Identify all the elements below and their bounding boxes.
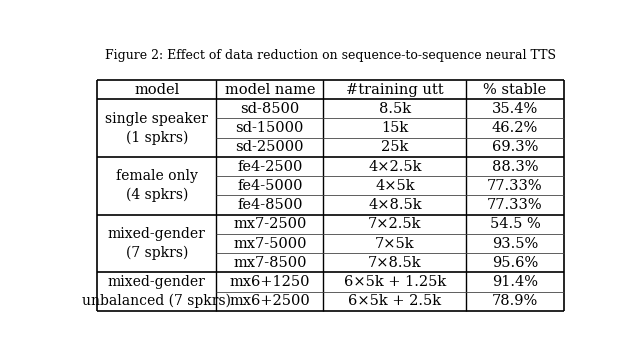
Text: 77.33%: 77.33% [487, 179, 543, 193]
Text: 54.5 %: 54.5 % [490, 217, 540, 231]
Text: 7×8.5k: 7×8.5k [368, 256, 422, 270]
Text: Figure 2: Effect of data reduction on sequence-to-sequence neural TTS: Figure 2: Effect of data reduction on se… [105, 49, 556, 62]
Text: fe4-2500: fe4-2500 [237, 160, 303, 174]
Text: 88.3%: 88.3% [492, 160, 538, 174]
Text: single speaker
(1 spkrs): single speaker (1 spkrs) [106, 112, 208, 145]
Text: fe4-8500: fe4-8500 [237, 198, 303, 212]
Text: 8.5k: 8.5k [379, 102, 411, 116]
Text: #training utt: #training utt [346, 82, 444, 97]
Text: 7×5k: 7×5k [375, 236, 415, 251]
Text: mx6+1250: mx6+1250 [230, 275, 310, 289]
Text: female only
(4 spkrs): female only (4 spkrs) [116, 169, 198, 202]
Text: mx7-5000: mx7-5000 [233, 236, 307, 251]
Text: 78.9%: 78.9% [492, 294, 538, 308]
Text: 6×5k + 1.25k: 6×5k + 1.25k [344, 275, 446, 289]
Text: mx7-8500: mx7-8500 [233, 256, 307, 270]
Text: 95.6%: 95.6% [492, 256, 538, 270]
Text: fe4-5000: fe4-5000 [237, 179, 303, 193]
Text: 15k: 15k [381, 121, 408, 135]
Text: mx7-2500: mx7-2500 [233, 217, 307, 231]
Text: mx6+2500: mx6+2500 [229, 294, 310, 308]
Text: model name: model name [225, 82, 315, 97]
Text: 6×5k + 2.5k: 6×5k + 2.5k [348, 294, 442, 308]
Text: mixed-gender
unbalanced (7 spkrs): mixed-gender unbalanced (7 spkrs) [83, 275, 231, 308]
Text: 93.5%: 93.5% [492, 236, 538, 251]
Text: % stable: % stable [483, 82, 547, 97]
Text: sd-15000: sd-15000 [236, 121, 304, 135]
Text: model: model [134, 82, 179, 97]
Text: 4×2.5k: 4×2.5k [368, 160, 422, 174]
Text: 77.33%: 77.33% [487, 198, 543, 212]
Text: 35.4%: 35.4% [492, 102, 538, 116]
Text: 69.3%: 69.3% [492, 140, 538, 154]
Text: sd-8500: sd-8500 [240, 102, 300, 116]
Text: 4×8.5k: 4×8.5k [368, 198, 422, 212]
Text: 91.4%: 91.4% [492, 275, 538, 289]
Text: sd-25000: sd-25000 [236, 140, 304, 154]
Text: 4×5k: 4×5k [375, 179, 415, 193]
Text: 7×2.5k: 7×2.5k [368, 217, 422, 231]
Text: 25k: 25k [381, 140, 408, 154]
Text: mixed-gender
(7 spkrs): mixed-gender (7 spkrs) [108, 227, 206, 260]
Text: 46.2%: 46.2% [492, 121, 538, 135]
